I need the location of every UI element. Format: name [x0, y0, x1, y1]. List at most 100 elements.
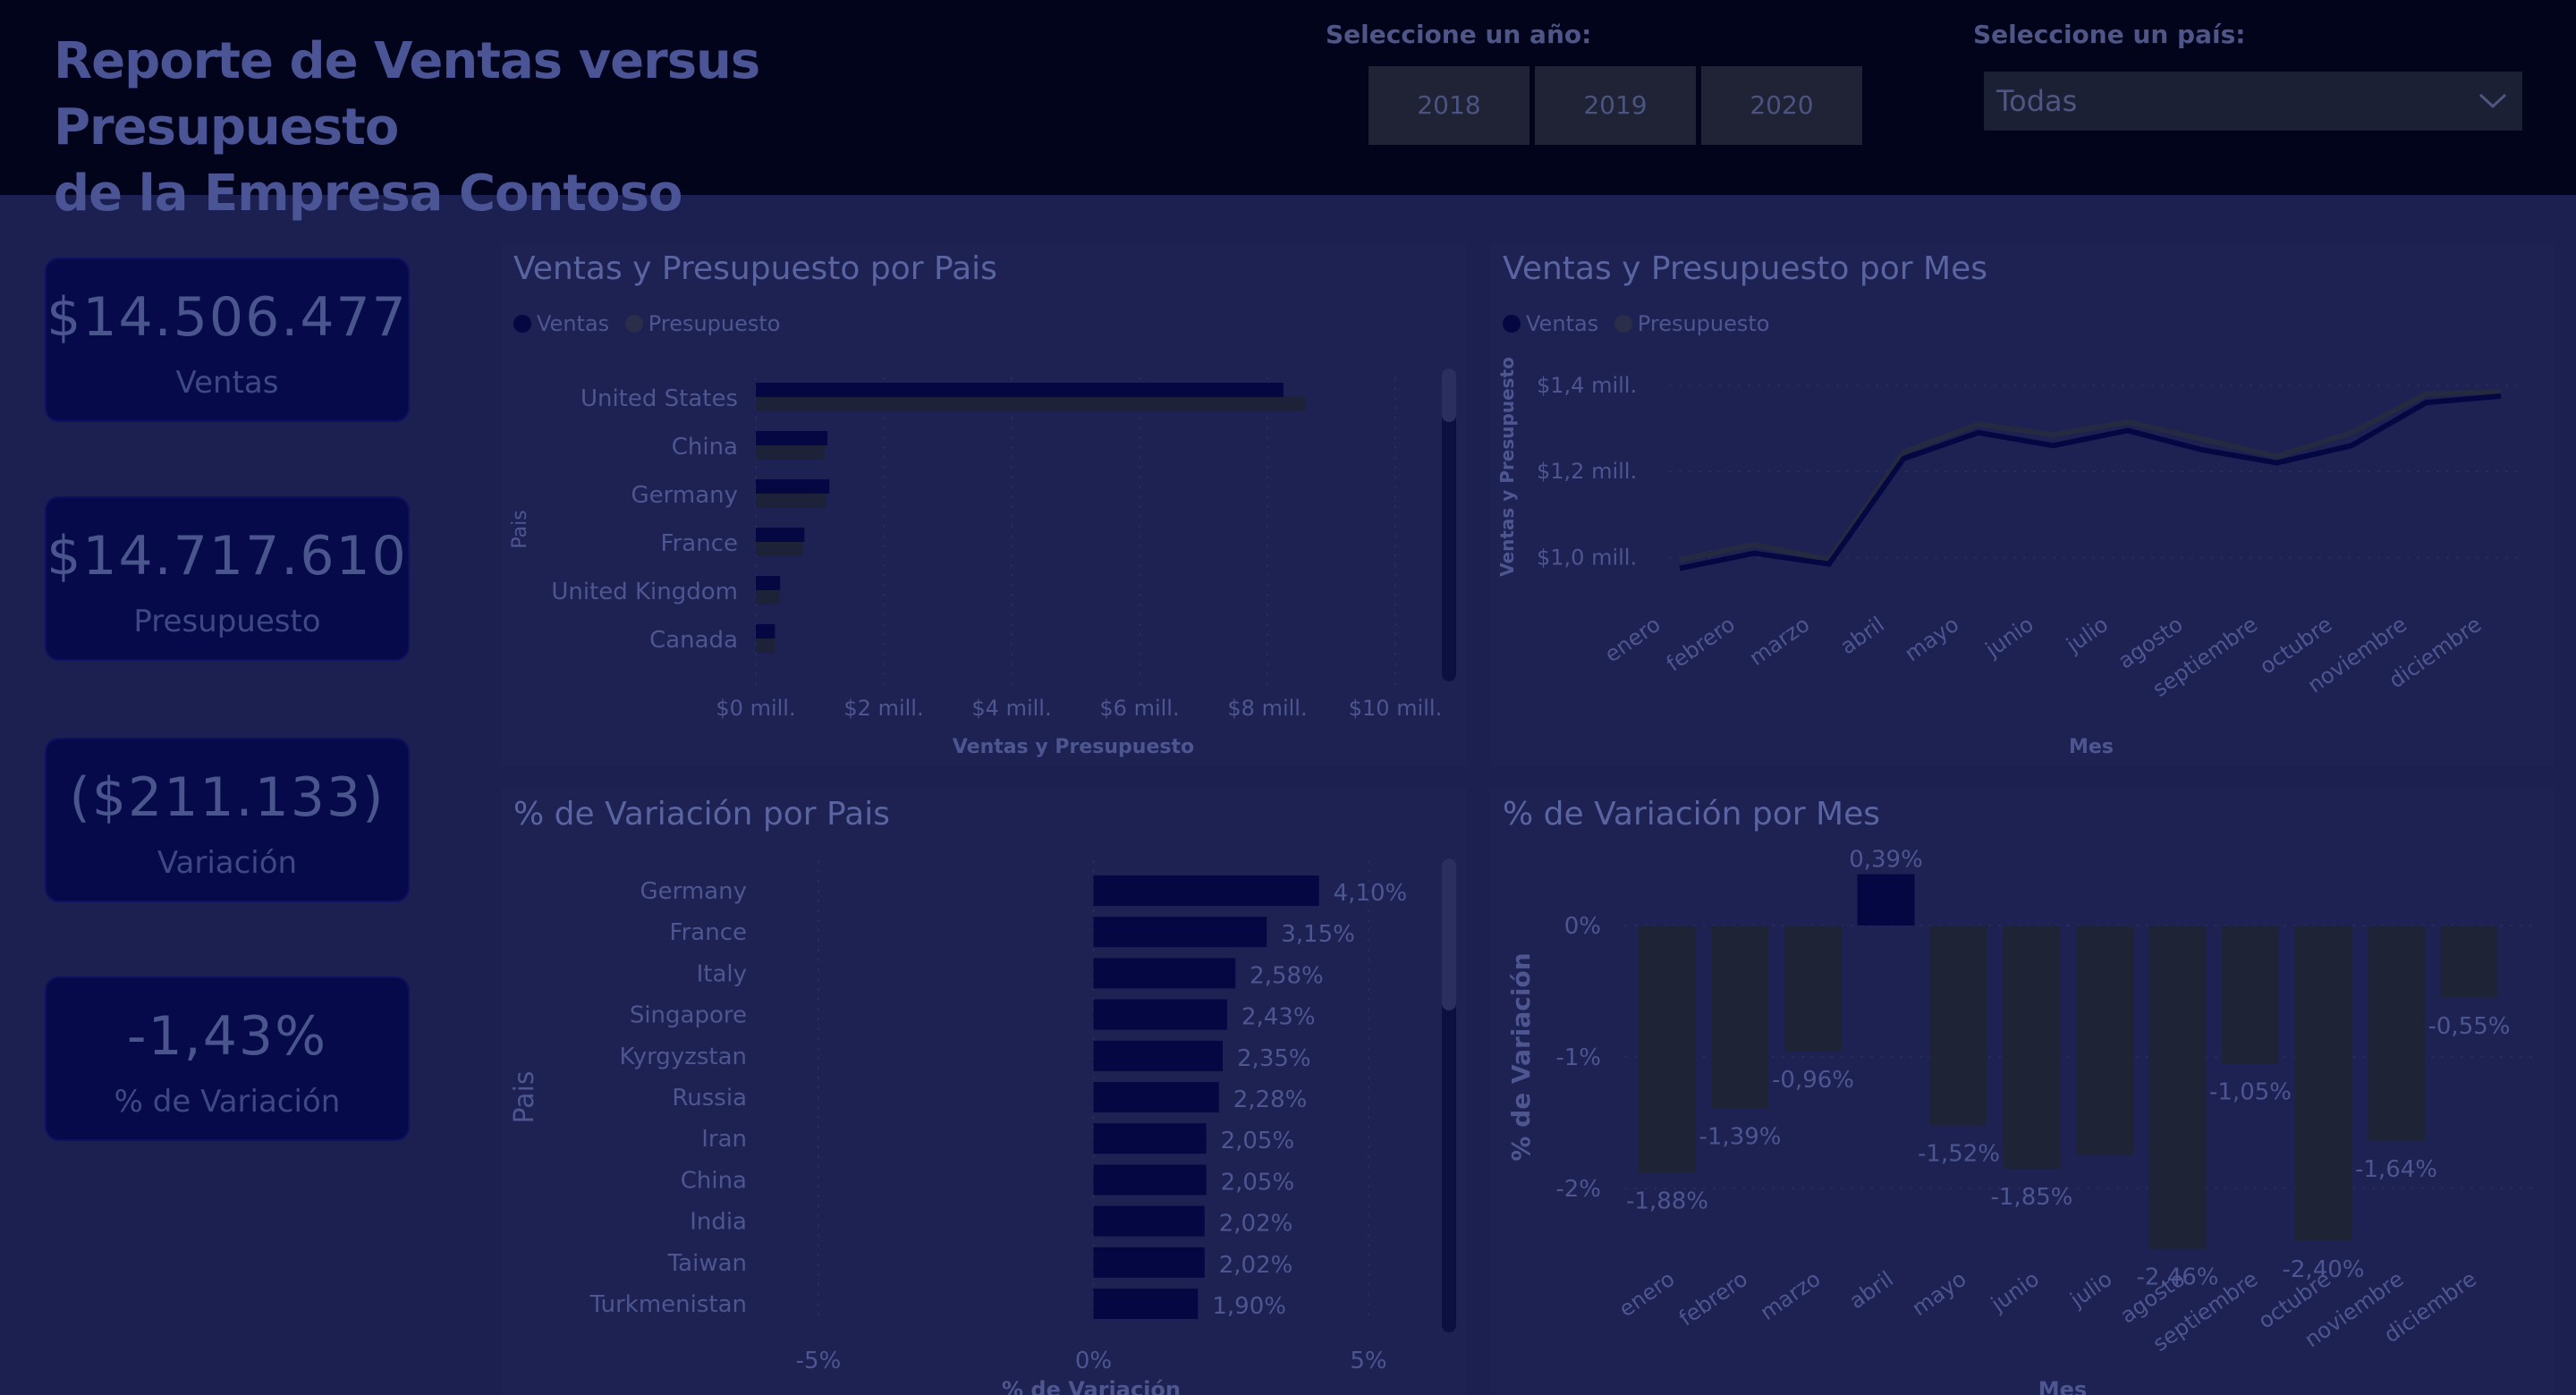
chart-scrollbar[interactable]	[1442, 858, 1456, 1332]
x-tick-label: julio	[2061, 612, 2113, 658]
chart-panel-variacion-mes[interactable]: % de Variación por Mes % de Variación Me…	[1490, 789, 2555, 1395]
data-label: 3,15%	[1281, 921, 1355, 948]
bar-ventas	[756, 576, 781, 590]
category-label: United Kingdom	[551, 579, 738, 605]
x-axis-label: Mes	[2038, 1377, 2087, 1395]
x-axis-label: Mes	[2069, 736, 2114, 758]
x-tick-label: junio	[1980, 612, 2038, 663]
bar-ventas	[756, 383, 1284, 397]
bar-variacion	[1093, 875, 1319, 906]
category-label: Turkmenistan	[589, 1291, 747, 1318]
kpi-pct-variacion-label: % de Variación	[114, 1084, 341, 1120]
bar-chart-ventas-pais: Pais Ventas y Presupuesto $0 mill. $2 mil…	[509, 377, 1442, 758]
x-tick-label: abril	[1844, 1266, 1898, 1314]
kpi-variacion-value: ($211.133)	[69, 766, 386, 829]
data-label: 1,90%	[1212, 1293, 1286, 1320]
category-label: India	[690, 1209, 747, 1236]
x-tick-label: -5%	[796, 1348, 842, 1374]
chart-panel-variacion-pais[interactable]: % de Variación por Pais Pais % de Variac…	[501, 789, 1467, 1395]
x-tick-label: 0%	[1075, 1348, 1112, 1374]
bar-variacion	[1093, 999, 1227, 1030]
scrollbar-thumb[interactable]	[1442, 858, 1456, 1010]
x-axis-label: Ventas y Presupuesto	[953, 736, 1194, 758]
x-tick-label: marzo	[1745, 612, 1815, 671]
category-label: Taiwan	[667, 1250, 747, 1277]
year-slicer-label: Seleccione un año:	[1326, 20, 1592, 49]
bar-presupuesto	[756, 542, 803, 556]
data-label: 2,02%	[1219, 1252, 1293, 1279]
kpi-pct-variacion-value: -1,43%	[126, 1005, 328, 1068]
x-tick-label: julio	[2065, 1266, 2117, 1313]
bar-variacion	[1093, 1247, 1205, 1278]
data-label: 2,58%	[1250, 962, 1324, 989]
kpi-presupuesto-value: $14.717.610	[47, 525, 408, 588]
year-button-2018[interactable]: 2018	[1368, 66, 1530, 145]
data-label: 2,43%	[1241, 1004, 1316, 1031]
data-label: 2,05%	[1221, 1169, 1295, 1196]
bar-variacion	[1093, 1123, 1207, 1154]
kpi-ventas-label: Ventas	[175, 365, 279, 401]
bar-presupuesto	[756, 590, 780, 604]
category-label: China	[681, 1167, 747, 1194]
bar-variacion	[1093, 917, 1267, 948]
data-label: 2,05%	[1221, 1128, 1295, 1154]
kpi-variacion-label: Variación	[157, 845, 298, 881]
x-tick-label: $4 mill.	[971, 696, 1051, 721]
chart-title: % de Variación por Pais	[513, 796, 890, 833]
bar-variacion-mes	[1639, 926, 1696, 1173]
bar-presupuesto	[756, 638, 775, 653]
category-label: France	[670, 919, 747, 946]
data-label: 0,39%	[1849, 847, 1923, 874]
y-tick-label: $1,2 mill.	[1537, 459, 1637, 484]
bar-variacion-mes	[2368, 926, 2425, 1142]
y-tick-label: $1,0 mill.	[1537, 545, 1637, 570]
y-tick-label: 0%	[1564, 913, 1601, 940]
category-label: Iran	[701, 1126, 747, 1153]
line-ventas	[1679, 393, 2502, 571]
data-label: -1,05%	[2209, 1078, 2292, 1105]
x-tick-label: febrero	[1662, 612, 1740, 677]
kpi-card-pct-variacion: -1,43% % de Variación	[45, 976, 410, 1141]
kpi-card-presupuesto: $14.717.610 Presupuesto	[45, 496, 410, 661]
data-label: 2,28%	[1233, 1086, 1308, 1113]
report-title: Reporte de Ventas versus Presupuesto de …	[54, 29, 1038, 227]
data-label: -0,55%	[2428, 1013, 2511, 1040]
y-axis-label: % de Variación	[1506, 952, 1536, 1161]
x-tick-label: mayo	[1908, 1266, 1971, 1321]
data-label: -2,40%	[2283, 1256, 2365, 1283]
chart-scrollbar[interactable]	[1442, 368, 1456, 681]
x-tick-label: $6 mill.	[1099, 696, 1179, 721]
year-button-2020[interactable]: 2020	[1701, 66, 1862, 145]
legend-presupuesto-label: Presupuesto	[648, 311, 781, 336]
x-tick-label: $2 mill.	[843, 696, 923, 721]
bar-variacion	[1093, 1040, 1224, 1071]
category-label: France	[661, 530, 738, 557]
report-title-line1: Reporte de Ventas versus Presupuesto	[54, 32, 760, 156]
year-button-2019[interactable]: 2019	[1535, 66, 1696, 145]
y-axis-label: Pais	[509, 510, 531, 548]
chart-panel-ventas-mes[interactable]: Ventas y Presupuesto por Mes Ventas Pres…	[1490, 243, 2555, 766]
line-chart-ventas-mes: Ventas y Presupuesto Mes $1,0 mill. $1,2 …	[1496, 357, 2519, 758]
data-label: -1,64%	[2355, 1156, 2437, 1183]
category-label: Italy	[697, 960, 747, 987]
x-tick-label: 5%	[1350, 1348, 1386, 1374]
data-label: -0,96%	[1772, 1067, 1854, 1094]
chart-panel-ventas-pais[interactable]: Ventas y Presupuesto por Pais Ventas Pre…	[501, 243, 1467, 766]
bar-ventas	[756, 479, 830, 494]
data-label: -1,39%	[1699, 1123, 1782, 1150]
country-slicer-label: Seleccione un país:	[1973, 20, 2246, 49]
bar-variacion-mes	[2440, 926, 2498, 998]
bar-presupuesto	[756, 494, 826, 508]
legend-presupuesto-label: Presupuesto	[1637, 311, 1770, 336]
bar-variacion-mes	[1711, 926, 1769, 1109]
data-label: -1,88%	[1626, 1188, 1708, 1214]
bar-variacion-mes	[2003, 926, 2061, 1169]
x-tick-label: $8 mill.	[1227, 696, 1307, 721]
bar-ventas	[756, 624, 775, 638]
bar-variacion-mes	[2076, 926, 2133, 1156]
kpi-presupuesto-label: Presupuesto	[133, 604, 321, 639]
country-dropdown[interactable]: Todas	[1984, 72, 2522, 131]
bar-chart-variacion-mes: % de Variación Mes 0% -1% -2% -1,88% enero -1…	[1506, 847, 2537, 1395]
kpi-ventas-value: $14.506.477	[47, 286, 408, 349]
scrollbar-thumb[interactable]	[1442, 368, 1456, 422]
